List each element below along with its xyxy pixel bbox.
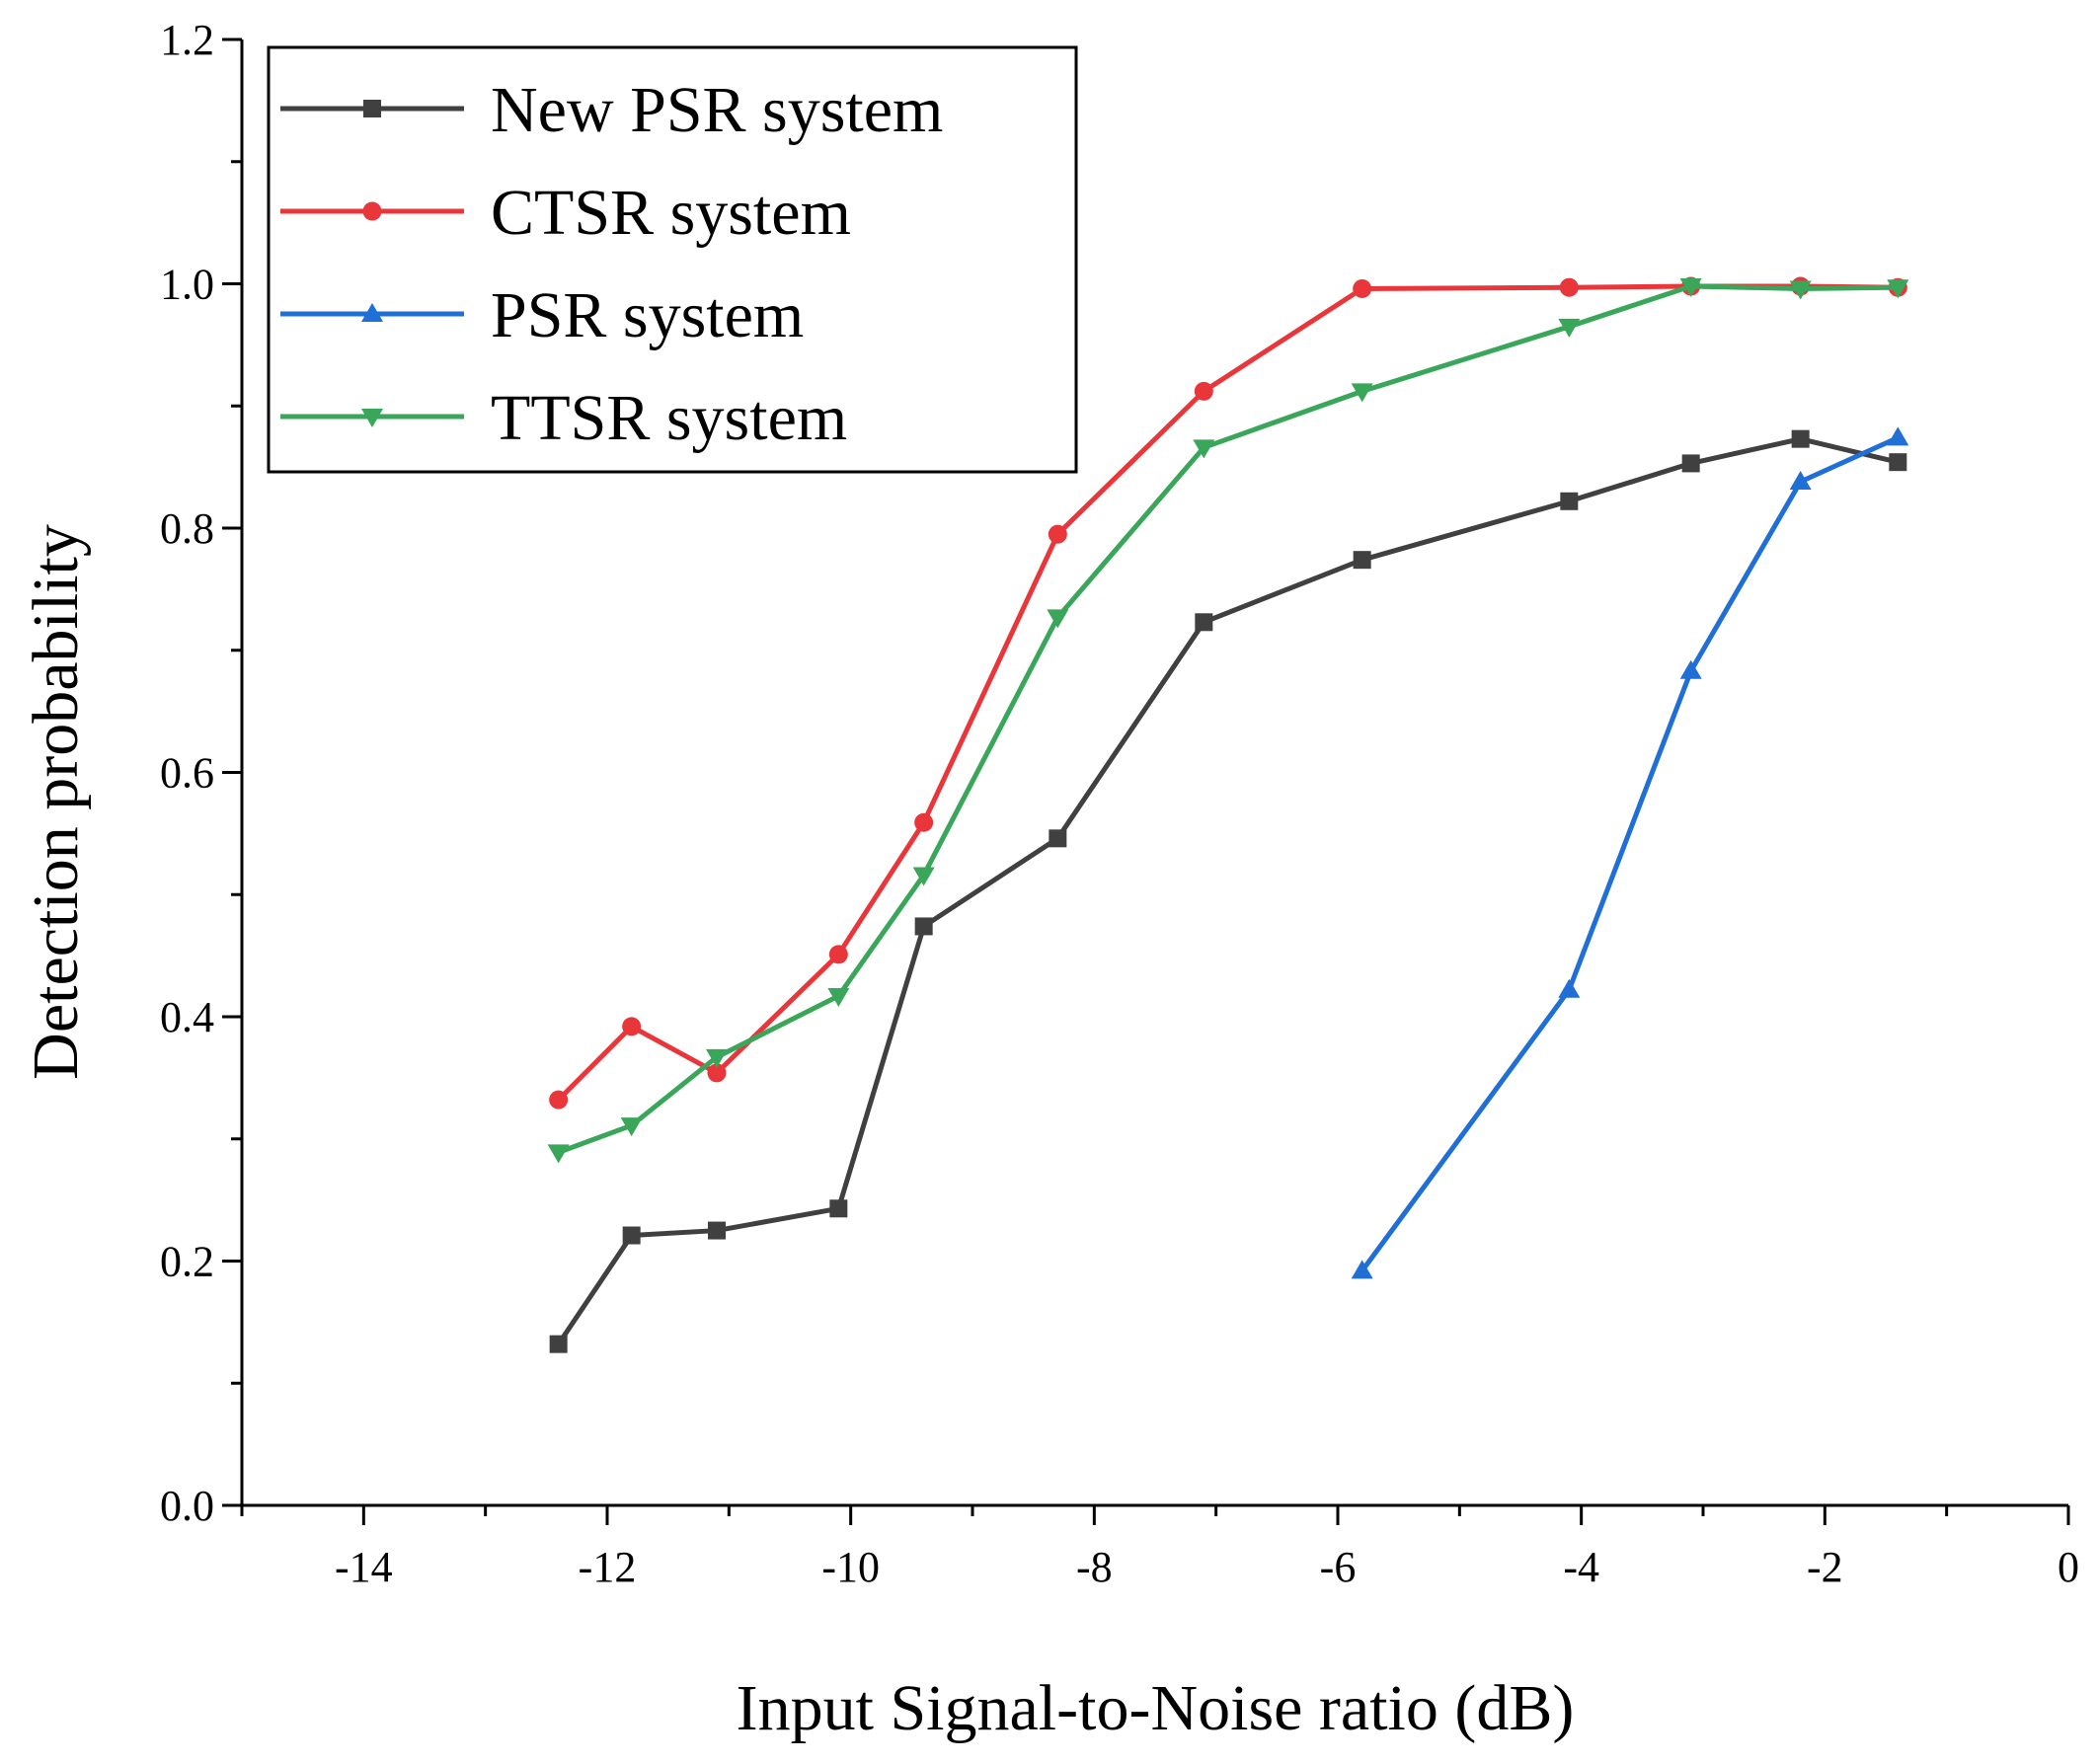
legend-item-ctsr-system: CTSR system: [280, 177, 851, 249]
legend-item-new-psr-system: New PSR system: [280, 74, 943, 146]
legend-label: PSR system: [491, 279, 804, 351]
y-tick-label: 1.2: [160, 16, 214, 64]
data-point-new-psr-system: [1681, 454, 1700, 473]
data-point-psr-system: [1887, 426, 1909, 446]
series-line-psr-system: [1360, 435, 1900, 1272]
legend-label: New PSR system: [491, 74, 943, 146]
legend-label: CTSR system: [491, 177, 851, 249]
data-point-ctsr-system: [549, 1090, 569, 1110]
data-point-ttsr-system: [1887, 279, 1909, 299]
y-tick-label: 0.6: [160, 749, 214, 798]
legend-item-ttsr-system: TTSR system: [280, 382, 847, 454]
legend: New PSR system CTSR system PSR system TTSR …: [267, 45, 1078, 474]
data-point-ttsr-system: [1558, 318, 1581, 338]
data-point-ctsr-system: [707, 1063, 727, 1083]
data-point-ttsr-system: [620, 1117, 643, 1137]
data-point-new-psr-system: [1560, 492, 1579, 510]
data-point-ttsr-system: [1351, 383, 1373, 403]
y-tick-label: 0.0: [160, 1482, 214, 1530]
data-point-ctsr-system: [1559, 277, 1579, 297]
data-point-ctsr-system: [828, 945, 848, 964]
series-line-ttsr-system: [557, 283, 1899, 1155]
y-tick-label: 1.0: [160, 261, 214, 309]
x-tick-label: -8: [1076, 1543, 1113, 1591]
legend-marker: [363, 100, 381, 117]
data-point-new-psr-system: [708, 1221, 726, 1240]
data-point-new-psr-system: [1353, 551, 1371, 570]
data-point-psr-system: [1351, 1260, 1373, 1279]
legend-marker: [362, 201, 382, 221]
x-axis-ticks: -14 -12 -10 -8 -6 -4 -2 0: [240, 1505, 2079, 1591]
series-ttsr-system: [547, 277, 1909, 1164]
data-point-new-psr-system: [622, 1226, 641, 1245]
x-tick-label: -6: [1320, 1543, 1357, 1591]
x-tick-label: -10: [821, 1543, 880, 1591]
legend-marker: [361, 409, 383, 427]
legend-marker: [361, 303, 383, 322]
data-point-new-psr-system: [549, 1335, 568, 1353]
series-line-new-psr-system: [556, 436, 1899, 1346]
x-tick-label: -14: [335, 1543, 393, 1591]
data-point-ttsr-system: [706, 1048, 728, 1068]
data-point-new-psr-system: [914, 917, 933, 936]
x-tick-label: -2: [1807, 1543, 1843, 1591]
x-axis-title: Input Signal-to-Noise ratio (dB): [737, 1672, 1575, 1744]
series-psr-system: [1351, 426, 1909, 1279]
data-point-ttsr-system: [1047, 609, 1069, 629]
data-point-psr-system: [1789, 470, 1812, 490]
data-point-ctsr-system: [622, 1017, 642, 1036]
data-point-new-psr-system: [1791, 429, 1810, 448]
series-new-psr-system: [549, 429, 1907, 1353]
series-layer: [547, 276, 1909, 1353]
y-tick-label: 0.4: [160, 993, 214, 1041]
data-point-ctsr-system: [1353, 278, 1372, 298]
data-point-ttsr-system: [827, 987, 850, 1007]
data-point-new-psr-system: [1195, 613, 1213, 632]
data-point-new-psr-system: [1049, 829, 1067, 848]
data-point-ttsr-system: [912, 867, 935, 886]
y-axis-ticks: 0.0 0.2 0.4 0.6 0.8 1.0 1.2: [160, 16, 242, 1530]
legend-item-psr-system: PSR system: [280, 279, 804, 351]
data-point-ctsr-system: [1048, 524, 1067, 544]
x-tick-label: -12: [579, 1543, 637, 1591]
y-tick-label: 0.2: [160, 1238, 214, 1286]
y-axis-title: Detection probability: [20, 524, 92, 1080]
data-point-psr-system: [1558, 978, 1581, 998]
data-point-new-psr-system: [829, 1199, 848, 1218]
data-point-ttsr-system: [1193, 439, 1215, 459]
data-point-psr-system: [1679, 659, 1702, 679]
y-tick-label: 0.8: [160, 504, 214, 553]
legend-box: [267, 45, 1078, 474]
data-point-ctsr-system: [1194, 381, 1213, 401]
legend-label: TTSR system: [491, 382, 847, 454]
x-tick-label: 0: [2058, 1543, 2079, 1591]
data-point-ttsr-system: [1679, 277, 1702, 297]
data-point-ctsr-system: [914, 812, 934, 832]
data-point-ttsr-system: [547, 1144, 570, 1164]
data-point-new-psr-system: [1889, 453, 1907, 472]
x-tick-label: -4: [1563, 1543, 1599, 1591]
data-point-ttsr-system: [1789, 280, 1812, 300]
